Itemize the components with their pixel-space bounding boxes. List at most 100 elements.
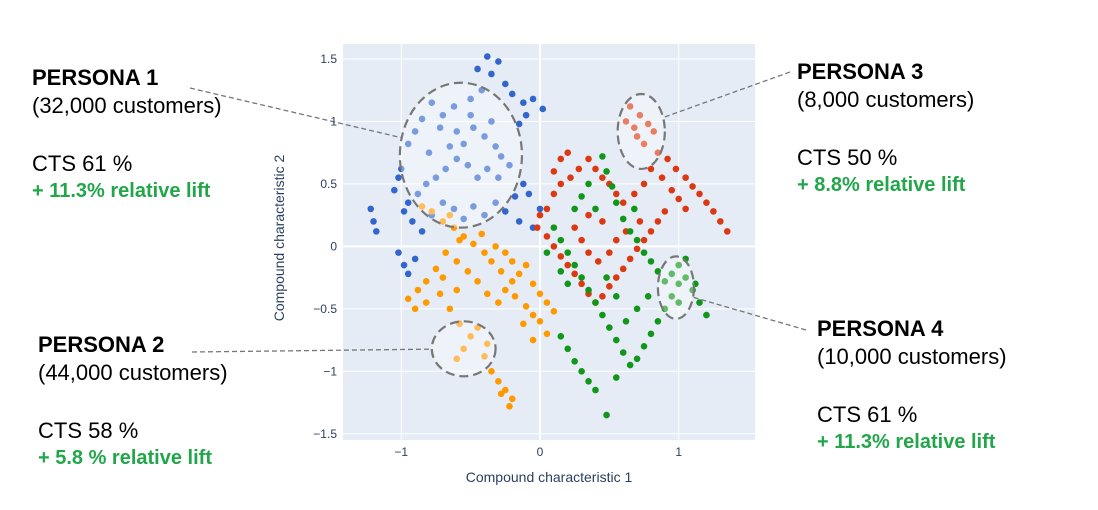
data-point-red — [631, 190, 638, 198]
data-point-blue — [474, 174, 481, 181]
data-point-red — [619, 265, 627, 273]
data-point-green — [622, 318, 630, 325]
data-point-orange — [529, 311, 537, 319]
data-point-green — [668, 293, 676, 300]
persona-ellipses — [398, 81, 696, 378]
data-point-orange — [446, 211, 454, 219]
data-point-orange — [488, 258, 495, 265]
data-point-green — [578, 367, 585, 375]
persona-ellipse-p4 — [656, 255, 696, 320]
data-point-blue — [522, 111, 530, 119]
data-point-green — [661, 278, 669, 285]
data-point-green — [557, 236, 565, 244]
data-point-green — [578, 193, 585, 200]
data-point-red — [550, 168, 558, 175]
data-point-blue — [446, 143, 454, 150]
axis-ticks: −1 0 1 1.5 1 0.5 0 −0.5 −1 −1.5 — [313, 52, 682, 459]
data-point-orange — [543, 330, 551, 338]
data-point-orange — [502, 286, 509, 294]
data-point-blue — [467, 111, 474, 119]
data-point-blue — [464, 161, 472, 169]
data-point-blue — [450, 103, 458, 110]
data-point-blue — [520, 180, 527, 188]
data-point-blue — [502, 80, 509, 88]
data-point-green — [654, 268, 662, 275]
data-point-red — [644, 120, 652, 128]
data-point-blue — [439, 199, 447, 206]
data-point-orange — [515, 270, 523, 278]
data-point-green — [703, 311, 710, 319]
data-point-green — [675, 280, 683, 288]
persona-lift: + 11.3% relative lift — [32, 180, 211, 202]
data-point-red — [564, 149, 572, 156]
persona-customer-count: (32,000 customers) — [32, 93, 222, 118]
data-point-green — [675, 261, 683, 269]
data-point-orange — [428, 208, 436, 215]
data-point-red — [626, 103, 634, 110]
data-point-blue — [395, 174, 402, 181]
data-point-orange — [422, 278, 430, 285]
data-point-red — [543, 233, 551, 240]
data-point-red — [723, 228, 731, 235]
data-point-red — [606, 249, 613, 256]
callout-lines — [189, 71, 807, 353]
data-point-red — [585, 249, 592, 256]
data-point-orange — [506, 402, 513, 410]
data-point-green — [564, 345, 572, 353]
data-point-green — [626, 361, 634, 369]
data-point-orange — [442, 249, 449, 256]
data-point-green — [592, 299, 599, 306]
data-point-orange — [418, 203, 426, 210]
persona-1-block: PERSONA 1 (32,000 customers) CTS 61 % + … — [32, 64, 222, 204]
data-point-green — [675, 299, 683, 306]
data-point-blue — [539, 105, 547, 113]
data-point-blue — [432, 174, 440, 181]
data-point-green — [619, 215, 627, 223]
data-point-red — [640, 140, 648, 148]
data-point-red — [622, 118, 630, 125]
data-point-blue — [428, 99, 436, 107]
data-point-blue — [450, 205, 458, 213]
persona-title: PERSONA 1 — [32, 65, 159, 90]
data-point-red — [571, 270, 578, 278]
persona-4-block: PERSONA 4 (10,000 customers) CTS 61 % + … — [817, 315, 1007, 455]
data-point-red — [696, 190, 703, 198]
data-point-orange — [508, 258, 516, 265]
data-point-blue — [470, 124, 477, 131]
data-point-green — [608, 183, 616, 190]
data-point-orange — [529, 280, 537, 288]
data-point-green — [603, 274, 610, 281]
data-point-green — [633, 236, 641, 244]
data-point-blue — [536, 205, 544, 213]
data-point-red — [682, 205, 689, 213]
data-point-blue — [414, 190, 422, 198]
data-point-red — [654, 218, 662, 225]
data-point-green — [647, 258, 655, 265]
data-point-green — [633, 355, 641, 363]
data-point-red — [640, 236, 648, 244]
data-point-orange — [511, 293, 519, 300]
data-point-orange — [432, 265, 440, 273]
data-point-orange — [404, 295, 412, 303]
data-point-orange — [520, 320, 527, 328]
data-point-green — [640, 343, 648, 350]
y-tick-label: −1 — [323, 364, 337, 378]
data-point-green — [592, 205, 599, 213]
data-point-orange — [464, 268, 472, 275]
data-point-green — [571, 357, 578, 365]
data-point-red — [640, 180, 648, 188]
data-point-orange — [422, 299, 430, 306]
data-point-blue — [418, 115, 426, 123]
data-point-green — [668, 270, 676, 278]
data-point-red — [703, 199, 710, 206]
persona-customer-count: (10,000 customers) — [817, 344, 1007, 369]
persona-cts: CTS 61 % — [817, 402, 918, 427]
data-point-red — [633, 133, 641, 140]
data-point-orange — [481, 353, 488, 360]
x-axis-label: Compound characteristic 1 — [466, 469, 633, 485]
data-point-blue — [436, 124, 444, 131]
data-point-orange — [439, 274, 447, 281]
data-point-red — [636, 218, 644, 225]
data-point-orange — [460, 345, 467, 353]
